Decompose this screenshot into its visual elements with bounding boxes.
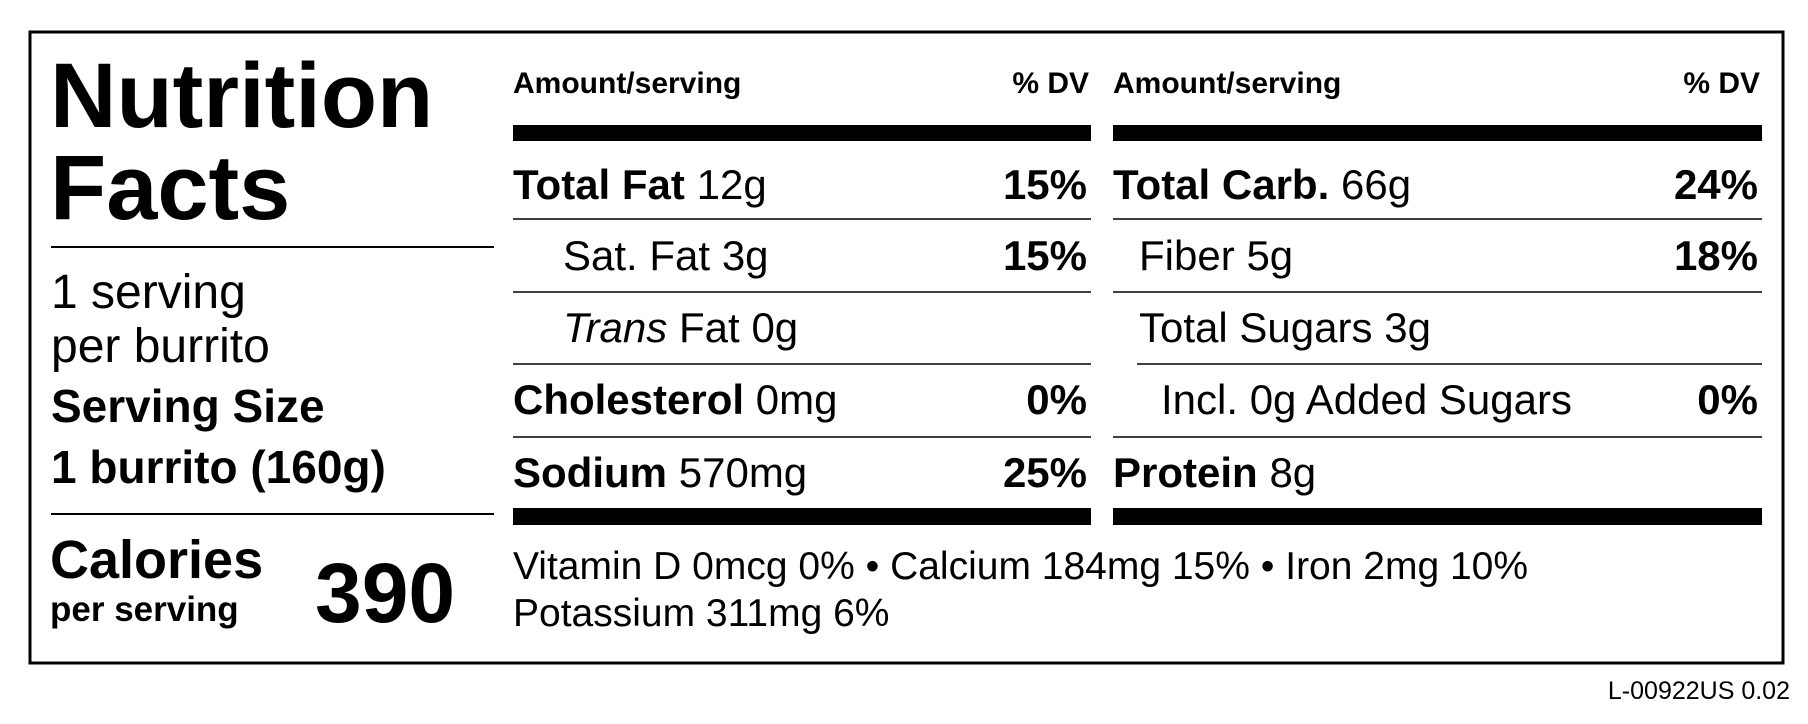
amount: 3g <box>1384 304 1431 351</box>
name: Sat. Fat <box>563 232 710 279</box>
calories-label: Calories <box>50 530 263 590</box>
nutrient-row: Cholesterol 0mg <box>513 376 838 423</box>
amount: 12g <box>697 161 767 208</box>
thick-bar <box>513 508 1091 525</box>
amount: 0g <box>751 304 798 351</box>
amount: 0mg <box>756 376 838 423</box>
thick-bar <box>1113 125 1762 141</box>
daily-value: 25% <box>1003 449 1087 496</box>
micronutrients: Potassium 311mg 6% <box>513 592 889 635</box>
micronutrients: Vitamin D 0mcg 0% • Calcium 184mg 15% • … <box>513 545 1528 588</box>
nutrient-row: Sat. Fat 3g <box>563 232 769 279</box>
name: Incl. 0g Added Sugars <box>1161 376 1572 423</box>
servings: per burrito <box>51 320 270 373</box>
calories-sub: per serving <box>50 590 239 629</box>
nutrient-row: Total Carb. 66g <box>1113 161 1411 208</box>
amount-header: Amount/serving <box>513 67 741 100</box>
name: Sodium <box>513 449 667 496</box>
daily-value: 0% <box>1026 376 1087 423</box>
serving-size-label: Serving Size <box>51 380 325 432</box>
daily-value: 18% <box>1674 232 1758 279</box>
amount-header: Amount/serving <box>1113 67 1341 100</box>
nutrient-row: Protein 8g <box>1113 449 1316 496</box>
daily-value: 15% <box>1003 232 1087 279</box>
nutrient-row: Total Fat 12g <box>513 161 767 208</box>
serving-size-value: 1 burrito (160g) <box>51 441 386 493</box>
label-border <box>28 30 1785 665</box>
name: Total Fat <box>513 161 685 208</box>
calories-value: 390 <box>315 546 455 640</box>
amount: 570mg <box>679 449 807 496</box>
daily-value: 0% <box>1697 376 1758 423</box>
nutrient-row: Total Sugars 3g <box>1139 304 1431 351</box>
amount: 3g <box>722 232 769 279</box>
dv-header: % DV <box>1012 67 1089 100</box>
amount: 5g <box>1246 232 1293 279</box>
daily-value: 24% <box>1674 161 1758 208</box>
title: Nutrition <box>50 45 433 147</box>
thick-bar <box>513 125 1091 141</box>
nutrient-row: Incl. 0g Added Sugars <box>1161 376 1572 423</box>
amount: 8g <box>1269 449 1316 496</box>
nutrient-row: Fiber 5g <box>1139 232 1293 279</box>
name: Total Sugars <box>1139 304 1372 351</box>
servings: 1 serving <box>51 266 246 319</box>
nutrient-row: Trans Fat 0g <box>563 304 798 351</box>
name: Cholesterol <box>513 376 744 423</box>
prefix: Trans <box>563 304 667 351</box>
name: Fiber <box>1139 232 1235 279</box>
title: Facts <box>50 137 290 239</box>
thick-bar <box>1113 508 1762 525</box>
amount: 66g <box>1341 161 1411 208</box>
name: Protein <box>1113 449 1258 496</box>
dv-header: % DV <box>1683 67 1760 100</box>
name: Fat <box>679 304 740 351</box>
daily-value: 15% <box>1003 161 1087 208</box>
nutrient-row: Sodium 570mg <box>513 449 807 496</box>
name: Total Carb. <box>1113 161 1329 208</box>
footer-code: L-00922US 0.02 <box>1608 677 1790 705</box>
